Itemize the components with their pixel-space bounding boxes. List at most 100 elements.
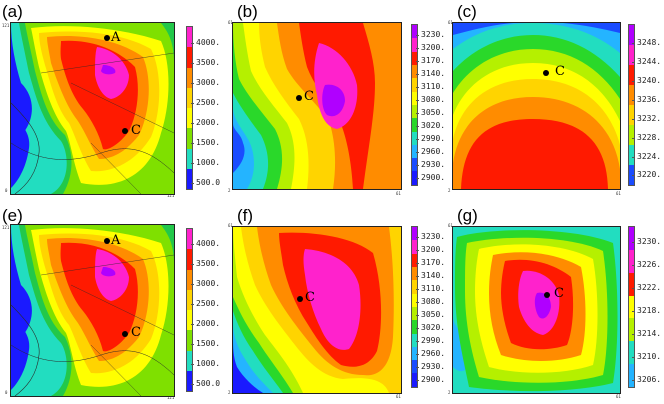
- colorbar: [628, 24, 635, 186]
- axis-right-number: 61: [616, 394, 621, 399]
- axis-bottom-number: 0: [5, 188, 8, 193]
- colorbar-tick: 3220.: [631, 170, 662, 179]
- axis-bottom-number: 2: [448, 188, 451, 193]
- colorbar-tick: 3170.: [415, 258, 446, 267]
- colorbar-tick: 3222.: [631, 283, 662, 292]
- colorbar-tick: 3214.: [631, 329, 662, 338]
- topography-contours: [11, 225, 174, 396]
- colorbar-tick: 3170.: [415, 56, 446, 65]
- panel-label: (g): [457, 206, 478, 225]
- topography-contours: [11, 23, 174, 194]
- axis-bottom-number: 2: [448, 390, 451, 395]
- colorbar-tick: 3218.: [631, 306, 662, 315]
- colorbar-tick: 3230.: [631, 237, 662, 246]
- colorbar-tick: 3226.: [631, 260, 662, 269]
- axis-right-number: 121: [167, 395, 175, 400]
- colorbar-tick: 3020.: [415, 323, 446, 332]
- colorbar-tick: 2990.: [415, 134, 446, 143]
- colorbar-tick: 2500.: [190, 299, 221, 308]
- axis-bottom-number: 0: [5, 390, 8, 395]
- point-a-marker: [104, 238, 110, 244]
- colorbar-tick: 3140.: [415, 69, 446, 78]
- colorbar-tick: 1500.: [190, 339, 221, 348]
- colorbar-tick: 3232.: [631, 114, 662, 123]
- colorbar-tick: 3500.: [190, 58, 221, 67]
- axis-top-number: 61: [228, 20, 233, 25]
- point-a-marker: [104, 35, 110, 41]
- colorbar-tick: 3248.: [631, 38, 662, 47]
- colorbar-tick: 3020.: [415, 121, 446, 130]
- temperature-map: [232, 22, 402, 190]
- axis-bottom-number: 2: [228, 390, 231, 395]
- point-c-marker: [122, 128, 128, 134]
- point-c-marker: [543, 70, 549, 76]
- colorbar-tick: 1500.: [190, 138, 221, 147]
- axis-top-number: 61: [228, 223, 233, 228]
- colorbar-tick: 3210.: [631, 352, 662, 361]
- axis-top-number: 121: [2, 225, 10, 230]
- point-c-label: C: [305, 290, 315, 305]
- colorbar-tick: 3230.: [415, 232, 446, 241]
- temperature-contours: [233, 227, 401, 393]
- colorbar-tick: 3224.: [631, 152, 662, 161]
- colorbar-tick: 500.0: [190, 178, 221, 187]
- temperature-contours: [453, 23, 620, 189]
- panel-label: (f): [237, 206, 254, 225]
- colorbar-tick: 3206.: [631, 375, 662, 384]
- point-c-label: C: [131, 325, 141, 340]
- colorbar-tick: 3110.: [415, 284, 446, 293]
- colorbar-tick: 3244.: [631, 57, 662, 66]
- colorbar-tick: 3000.: [190, 279, 221, 288]
- colorbar-tick: 4000.: [190, 38, 221, 47]
- temperature-map: [232, 226, 402, 394]
- temperature-map: [452, 22, 621, 190]
- colorbar-tick: 2900.: [415, 375, 446, 384]
- axis-right-number: 61: [396, 191, 401, 196]
- topography-map: [10, 22, 175, 195]
- colorbar-tick: 3110.: [415, 82, 446, 91]
- point-c-marker: [544, 292, 550, 298]
- panel-label: (a): [2, 2, 23, 21]
- axis-right-number: 121: [167, 193, 175, 198]
- colorbar-tick: 3236.: [631, 95, 662, 104]
- colorbar-tick: 2960.: [415, 147, 446, 156]
- colorbar-tick: 500.0: [190, 379, 221, 388]
- colorbar-tick: 3050.: [415, 310, 446, 319]
- axis-right-number: 61: [616, 191, 621, 196]
- colorbar: [628, 226, 635, 388]
- colorbar-tick: 2930.: [415, 160, 446, 169]
- colorbar-tick: 3000.: [190, 78, 221, 87]
- colorbar-tick: 2000.: [190, 319, 221, 328]
- colorbar-tick: 2960.: [415, 349, 446, 358]
- colorbar-tick: 3080.: [415, 95, 446, 104]
- point-c-label: C: [131, 123, 141, 138]
- point-c-marker: [296, 95, 302, 101]
- point-c-label: C: [555, 64, 565, 79]
- axis-right-number: 61: [396, 394, 401, 399]
- colorbar-tick: 1000.: [190, 359, 221, 368]
- colorbar-tick: 3230.: [415, 30, 446, 39]
- panel-label: (c): [457, 2, 477, 21]
- colorbar-tick: 2990.: [415, 336, 446, 345]
- colorbar-tick: 2000.: [190, 118, 221, 127]
- point-c-marker: [297, 296, 303, 302]
- axis-top-number: 61: [448, 20, 453, 25]
- temperature-contours: [233, 23, 401, 189]
- panel-label: (b): [237, 2, 258, 21]
- colorbar-tick: 1000.: [190, 158, 221, 167]
- axis-top-number: 121: [2, 23, 10, 28]
- colorbar-tick: 2900.: [415, 173, 446, 182]
- colorbar: [186, 228, 193, 392]
- point-c-label: C: [304, 89, 314, 104]
- colorbar-tick: 3240.: [631, 76, 662, 85]
- colorbar-tick: 3080.: [415, 297, 446, 306]
- axis-bottom-number: 2: [228, 188, 231, 193]
- point-a-label: A: [111, 233, 121, 248]
- colorbar: [186, 26, 193, 190]
- point-a-label: A: [111, 30, 121, 45]
- colorbar-tick: 3200.: [415, 43, 446, 52]
- temperature-contours: [453, 227, 620, 393]
- point-c-marker: [122, 331, 128, 337]
- temperature-map: [452, 226, 621, 394]
- colorbar-tick: 2500.: [190, 98, 221, 107]
